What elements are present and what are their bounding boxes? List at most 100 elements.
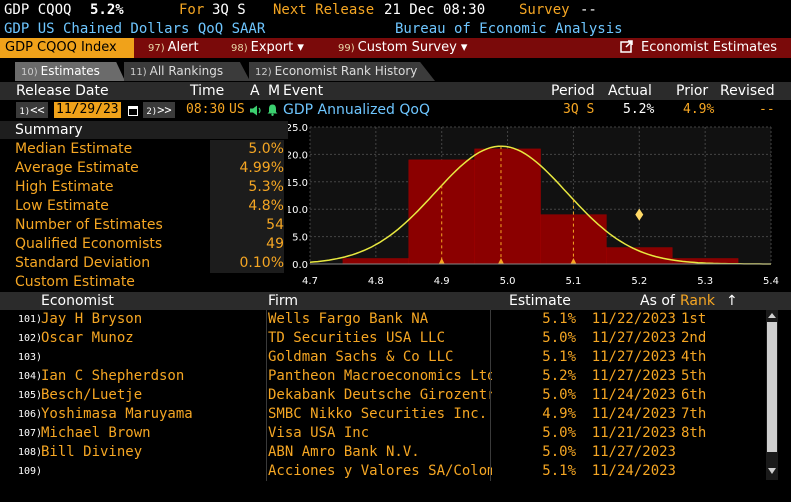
event-name[interactable]: GDP Annualized QoQ (283, 102, 430, 118)
next-release-value: 21 Dec 08:30 (384, 2, 486, 18)
economist-name[interactable]: Besch/Luetje (41, 387, 143, 403)
y-tick-label: 0.0 (292, 260, 308, 271)
firm-name[interactable]: Wells Fargo Bank NA (266, 310, 492, 329)
alert-menu[interactable]: 97) Alert (148, 38, 199, 58)
rank-value: 6th (681, 387, 707, 403)
col-prior: Prior (676, 83, 709, 99)
event-period: 3Q S (563, 102, 595, 117)
custom-num: 99) (338, 43, 355, 54)
scroll-down-arrow-icon[interactable] (768, 468, 776, 474)
alert-label: Alert (167, 40, 199, 55)
bell-icon[interactable] (267, 104, 278, 116)
summary-value-box (210, 178, 284, 197)
summary-value-box (210, 216, 284, 235)
actual-marker[interactable] (635, 208, 644, 221)
speaker-icon[interactable] (250, 105, 263, 116)
release-date-input[interactable]: 11/29/23 (54, 102, 121, 118)
x-tick-label: 5.1 (565, 276, 581, 287)
economist-table-header: Economist Firm Estimate As of Rank ↑ (0, 292, 791, 310)
scrollbar-thumb[interactable] (767, 322, 777, 452)
table-row[interactable]: 109) Acciones y Valores SA/Colomb… 5.1% 11/… (0, 462, 765, 481)
histogram-bar[interactable] (342, 258, 410, 265)
tab-all-rankings[interactable]: 11) All Rankings (124, 62, 250, 81)
estimate-value: 5.0% (490, 329, 576, 348)
scroll-up-arrow-icon[interactable] (768, 313, 776, 318)
economist-name[interactable]: Yoshimasa Maruyama (41, 406, 193, 422)
custom-estimate-input[interactable] (210, 273, 284, 292)
data-source: Bureau of Economic Analysis (395, 21, 623, 37)
custom-label: Custom Survey ▾ (357, 40, 468, 55)
custom-survey-menu[interactable]: 99) Custom Survey ▾ (338, 38, 467, 58)
sort-arrow-icon[interactable]: ↑ (726, 293, 738, 309)
y-tick-label: 15.0 (288, 178, 308, 189)
tab-economist-rank-history[interactable]: 12) Economist Rank History (249, 62, 435, 81)
summary-value: 0.10% (239, 255, 284, 271)
rank-value: 8th (681, 425, 707, 441)
summary-value: 4.99% (239, 160, 284, 176)
summary-row: Standard Deviation 0.10% (0, 254, 288, 273)
col-estimate[interactable]: Estimate (509, 293, 571, 309)
summary-row: Number of Estimates 54 (0, 216, 288, 235)
firm-name[interactable]: SMBC Nikko Securities Inc. (266, 405, 492, 424)
col-as-of[interactable]: As of (640, 293, 675, 309)
table-row[interactable]: 101) Jay H Bryson Wells Fargo Bank NA 5.1% 1… (0, 310, 765, 329)
y-tick-label: 20.0 (288, 150, 308, 161)
tab-estimates[interactable]: 10) Estimates (15, 62, 125, 81)
next-date-button[interactable]: 2)>> (143, 102, 175, 118)
estimate-value: 5.1% (490, 348, 576, 367)
histogram-bar[interactable] (474, 148, 541, 265)
summary-row: Qualified Economists 49 (0, 235, 288, 254)
summary-row: Low Estimate 4.8% (0, 197, 288, 216)
table-row[interactable]: 105) Besch/Luetje Dekabank Deutsche Giroze… (0, 386, 765, 405)
table-row[interactable]: 107) Michael Brown Visa USA Inc 5.0% 11/21/2… (0, 424, 765, 443)
table-row[interactable]: 106) Yoshimasa Maruyama SMBC Nikko Securit… (0, 405, 765, 424)
economist-name[interactable]: Ian C Shepherdson (41, 368, 185, 384)
y-tick-label: 25.0 (288, 123, 308, 134)
calendar-icon[interactable] (128, 105, 138, 116)
next-glyph: >> (157, 103, 172, 117)
col-firm[interactable]: Firm (268, 293, 299, 309)
col-rank[interactable]: Rank (680, 293, 715, 309)
summary-row: High Estimate 5.3% (0, 178, 288, 197)
normal-curve (309, 145, 771, 265)
as-of-date: 11/27/2023 (591, 330, 676, 346)
summary-value: 4.8% (248, 198, 284, 214)
survey-value: -- (580, 2, 597, 18)
table-row[interactable]: 104) Ian C Shepherdson Pantheon Macroecono… (0, 367, 765, 386)
economist-name[interactable]: Bill Diviney (41, 444, 143, 460)
as-of-date: 11/24/2023 (591, 406, 676, 422)
estimate-value: 5.2% (490, 367, 576, 386)
firm-name[interactable]: TD Securities USA LLC (266, 329, 492, 348)
table-row[interactable]: 108) Bill Diviney ABN Amro Bank N.V. 5.0% 11… (0, 443, 765, 462)
x-tick-label: 5.3 (697, 276, 713, 287)
summary-value-box (210, 254, 284, 273)
index-tab[interactable]: GDP CQOQ Index (0, 38, 134, 58)
rank-value: 2nd (681, 330, 707, 346)
col-revised: Revised (720, 83, 775, 99)
economist-name[interactable]: Jay H Bryson (41, 311, 143, 327)
economist-name[interactable]: Oscar Munoz (41, 330, 134, 346)
release-row[interactable]: 1)<< 11/29/23 2)>> 08:30 US GDP Annualiz… (0, 100, 791, 120)
summary-label: Average Estimate (15, 160, 139, 176)
prev-date-button[interactable]: 1)<< (16, 102, 48, 118)
next-num: 2) (146, 107, 158, 117)
firm-name[interactable]: Pantheon Macroeconomics Ltd (266, 367, 492, 386)
y-tick-label: 5.0 (292, 233, 308, 244)
x-tick-label: 5.0 (500, 276, 516, 287)
firm-name[interactable]: ABN Amro Bank N.V. (266, 443, 492, 462)
tab-num: 11) (130, 67, 147, 78)
firm-name[interactable]: Dekabank Deutsche Girozentra… (266, 386, 492, 405)
tab-label: Estimates (40, 64, 100, 78)
estimate-marker (497, 258, 504, 264)
summary-value-box (210, 197, 284, 216)
col-economist[interactable]: Economist (41, 293, 114, 309)
histogram-bar[interactable] (606, 247, 673, 265)
export-menu[interactable]: 98) Export ▾ (231, 38, 304, 58)
table-row[interactable]: 103) Goldman Sachs & Co LLC 5.1% 11/27/2023… (0, 348, 765, 367)
economist-name[interactable]: Michael Brown (41, 425, 151, 441)
firm-name[interactable]: Acciones y Valores SA/Colomb… (266, 462, 492, 481)
firm-name[interactable]: Goldman Sachs & Co LLC (266, 348, 492, 367)
table-row[interactable]: 102) Oscar Munoz TD Securities USA LLC 5.0%… (0, 329, 765, 348)
economist-estimates-link[interactable]: Economist Estimates (620, 38, 777, 58)
firm-name[interactable]: Visa USA Inc (266, 424, 492, 443)
